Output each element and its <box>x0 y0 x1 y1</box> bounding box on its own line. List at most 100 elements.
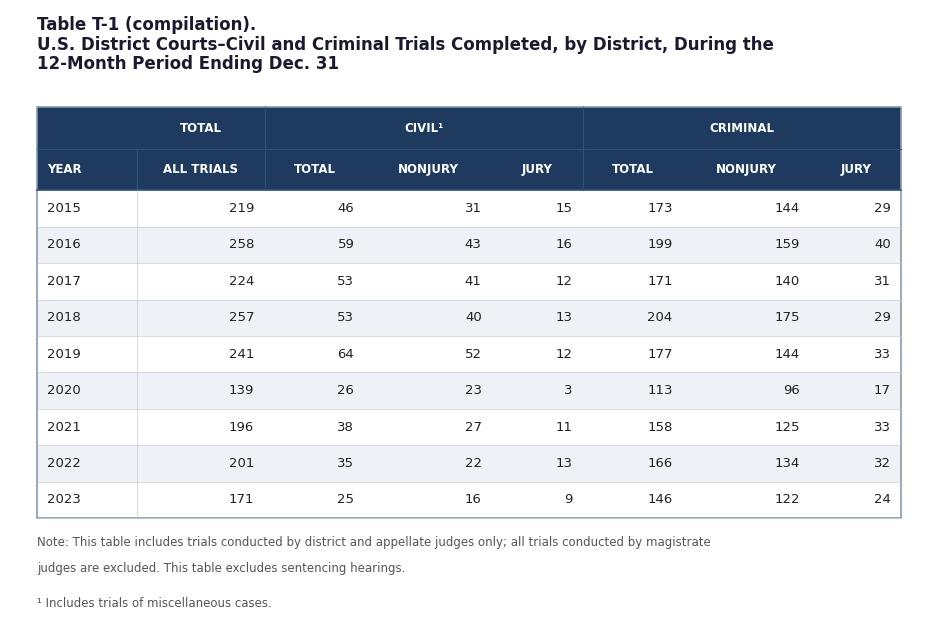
Bar <box>37 107 900 518</box>
Text: U.S. District Courts–Civil and Criminal Trials Completed, by District, During th: U.S. District Courts–Civil and Criminal … <box>37 36 773 54</box>
Text: 159: 159 <box>774 239 799 251</box>
Text: 59: 59 <box>337 239 354 251</box>
Text: 2016: 2016 <box>47 239 81 251</box>
Text: 53: 53 <box>337 311 354 324</box>
Text: 32: 32 <box>873 457 890 470</box>
Text: 196: 196 <box>229 421 254 433</box>
Text: 33: 33 <box>873 421 890 433</box>
Text: 40: 40 <box>464 311 481 324</box>
Text: 15: 15 <box>555 202 572 215</box>
Text: 173: 173 <box>647 202 672 215</box>
Text: 13: 13 <box>555 457 572 470</box>
Text: 43: 43 <box>464 239 481 251</box>
Text: 31: 31 <box>464 202 481 215</box>
Text: NONJURY: NONJURY <box>397 163 458 176</box>
Text: 113: 113 <box>647 384 672 397</box>
Text: 96: 96 <box>782 384 799 397</box>
Text: judges are excluded. This table excludes sentencing hearings.: judges are excluded. This table excludes… <box>37 562 406 575</box>
Text: TOTAL: TOTAL <box>612 163 653 176</box>
Text: 12: 12 <box>555 348 572 360</box>
Text: 29: 29 <box>873 202 890 215</box>
Bar <box>37 300 900 336</box>
Bar <box>37 482 900 518</box>
Text: 35: 35 <box>337 457 354 470</box>
Text: 22: 22 <box>464 457 481 470</box>
Text: 2021: 2021 <box>47 421 81 433</box>
Text: 23: 23 <box>464 384 481 397</box>
Text: 26: 26 <box>337 384 354 397</box>
Bar <box>37 190 900 227</box>
Text: 46: 46 <box>337 202 354 215</box>
Text: 27: 27 <box>464 421 481 433</box>
Text: 219: 219 <box>228 202 254 215</box>
Text: 2017: 2017 <box>47 275 81 288</box>
Bar <box>37 227 900 263</box>
Text: 2020: 2020 <box>47 384 81 397</box>
Text: TOTAL: TOTAL <box>293 163 335 176</box>
Text: NONJURY: NONJURY <box>715 163 776 176</box>
Text: 171: 171 <box>228 494 254 506</box>
Text: 13: 13 <box>555 311 572 324</box>
Text: 201: 201 <box>228 457 254 470</box>
Text: CIVIL¹: CIVIL¹ <box>404 122 443 134</box>
Text: JURY: JURY <box>839 163 870 176</box>
Text: ALL TRIALS: ALL TRIALS <box>163 163 238 176</box>
Text: 257: 257 <box>228 311 254 324</box>
Text: YEAR: YEAR <box>47 163 82 176</box>
Text: CRIMINAL: CRIMINAL <box>709 122 774 134</box>
Bar <box>37 263 900 300</box>
Text: 2018: 2018 <box>47 311 81 324</box>
Text: 12: 12 <box>555 275 572 288</box>
Bar <box>37 409 900 445</box>
Text: 29: 29 <box>873 311 890 324</box>
Text: Table T-1 (compilation).: Table T-1 (compilation). <box>37 16 256 34</box>
Text: 125: 125 <box>774 421 799 433</box>
Text: Note: This table includes trials conducted by district and appellate judges only: Note: This table includes trials conduct… <box>37 536 710 549</box>
Text: 41: 41 <box>464 275 481 288</box>
Text: 166: 166 <box>647 457 672 470</box>
Bar <box>37 372 900 409</box>
Text: 24: 24 <box>873 494 890 506</box>
Text: 2022: 2022 <box>47 457 81 470</box>
Text: 33: 33 <box>873 348 890 360</box>
Text: 64: 64 <box>337 348 354 360</box>
Text: 171: 171 <box>647 275 672 288</box>
Text: 204: 204 <box>647 311 672 324</box>
Text: 258: 258 <box>228 239 254 251</box>
Text: 52: 52 <box>464 348 481 360</box>
Text: 16: 16 <box>555 239 572 251</box>
Text: 158: 158 <box>647 421 672 433</box>
Text: 175: 175 <box>774 311 799 324</box>
Text: 9: 9 <box>563 494 572 506</box>
Text: 25: 25 <box>337 494 354 506</box>
Text: 177: 177 <box>647 348 672 360</box>
Text: 134: 134 <box>774 457 799 470</box>
Text: 31: 31 <box>873 275 890 288</box>
Text: 40: 40 <box>873 239 890 251</box>
Text: 16: 16 <box>464 494 481 506</box>
Text: 224: 224 <box>228 275 254 288</box>
Text: 122: 122 <box>774 494 799 506</box>
Text: 17: 17 <box>873 384 890 397</box>
Text: 2019: 2019 <box>47 348 81 360</box>
Bar <box>37 336 900 372</box>
Text: TOTAL: TOTAL <box>180 122 222 134</box>
Text: 146: 146 <box>647 494 672 506</box>
Text: 144: 144 <box>774 348 799 360</box>
Text: 144: 144 <box>774 202 799 215</box>
Text: 3: 3 <box>563 384 572 397</box>
Bar <box>37 149 900 190</box>
Text: 38: 38 <box>337 421 354 433</box>
Text: 241: 241 <box>228 348 254 360</box>
Text: JURY: JURY <box>522 163 552 176</box>
Text: 199: 199 <box>647 239 672 251</box>
Text: ¹ Includes trials of miscellaneous cases.: ¹ Includes trials of miscellaneous cases… <box>37 597 272 610</box>
Text: 139: 139 <box>228 384 254 397</box>
Bar <box>37 445 900 482</box>
Text: 12-Month Period Ending Dec. 31: 12-Month Period Ending Dec. 31 <box>37 55 339 73</box>
Text: 2023: 2023 <box>47 494 81 506</box>
Bar <box>37 107 900 149</box>
Text: 2015: 2015 <box>47 202 81 215</box>
Text: 11: 11 <box>555 421 572 433</box>
Text: 53: 53 <box>337 275 354 288</box>
